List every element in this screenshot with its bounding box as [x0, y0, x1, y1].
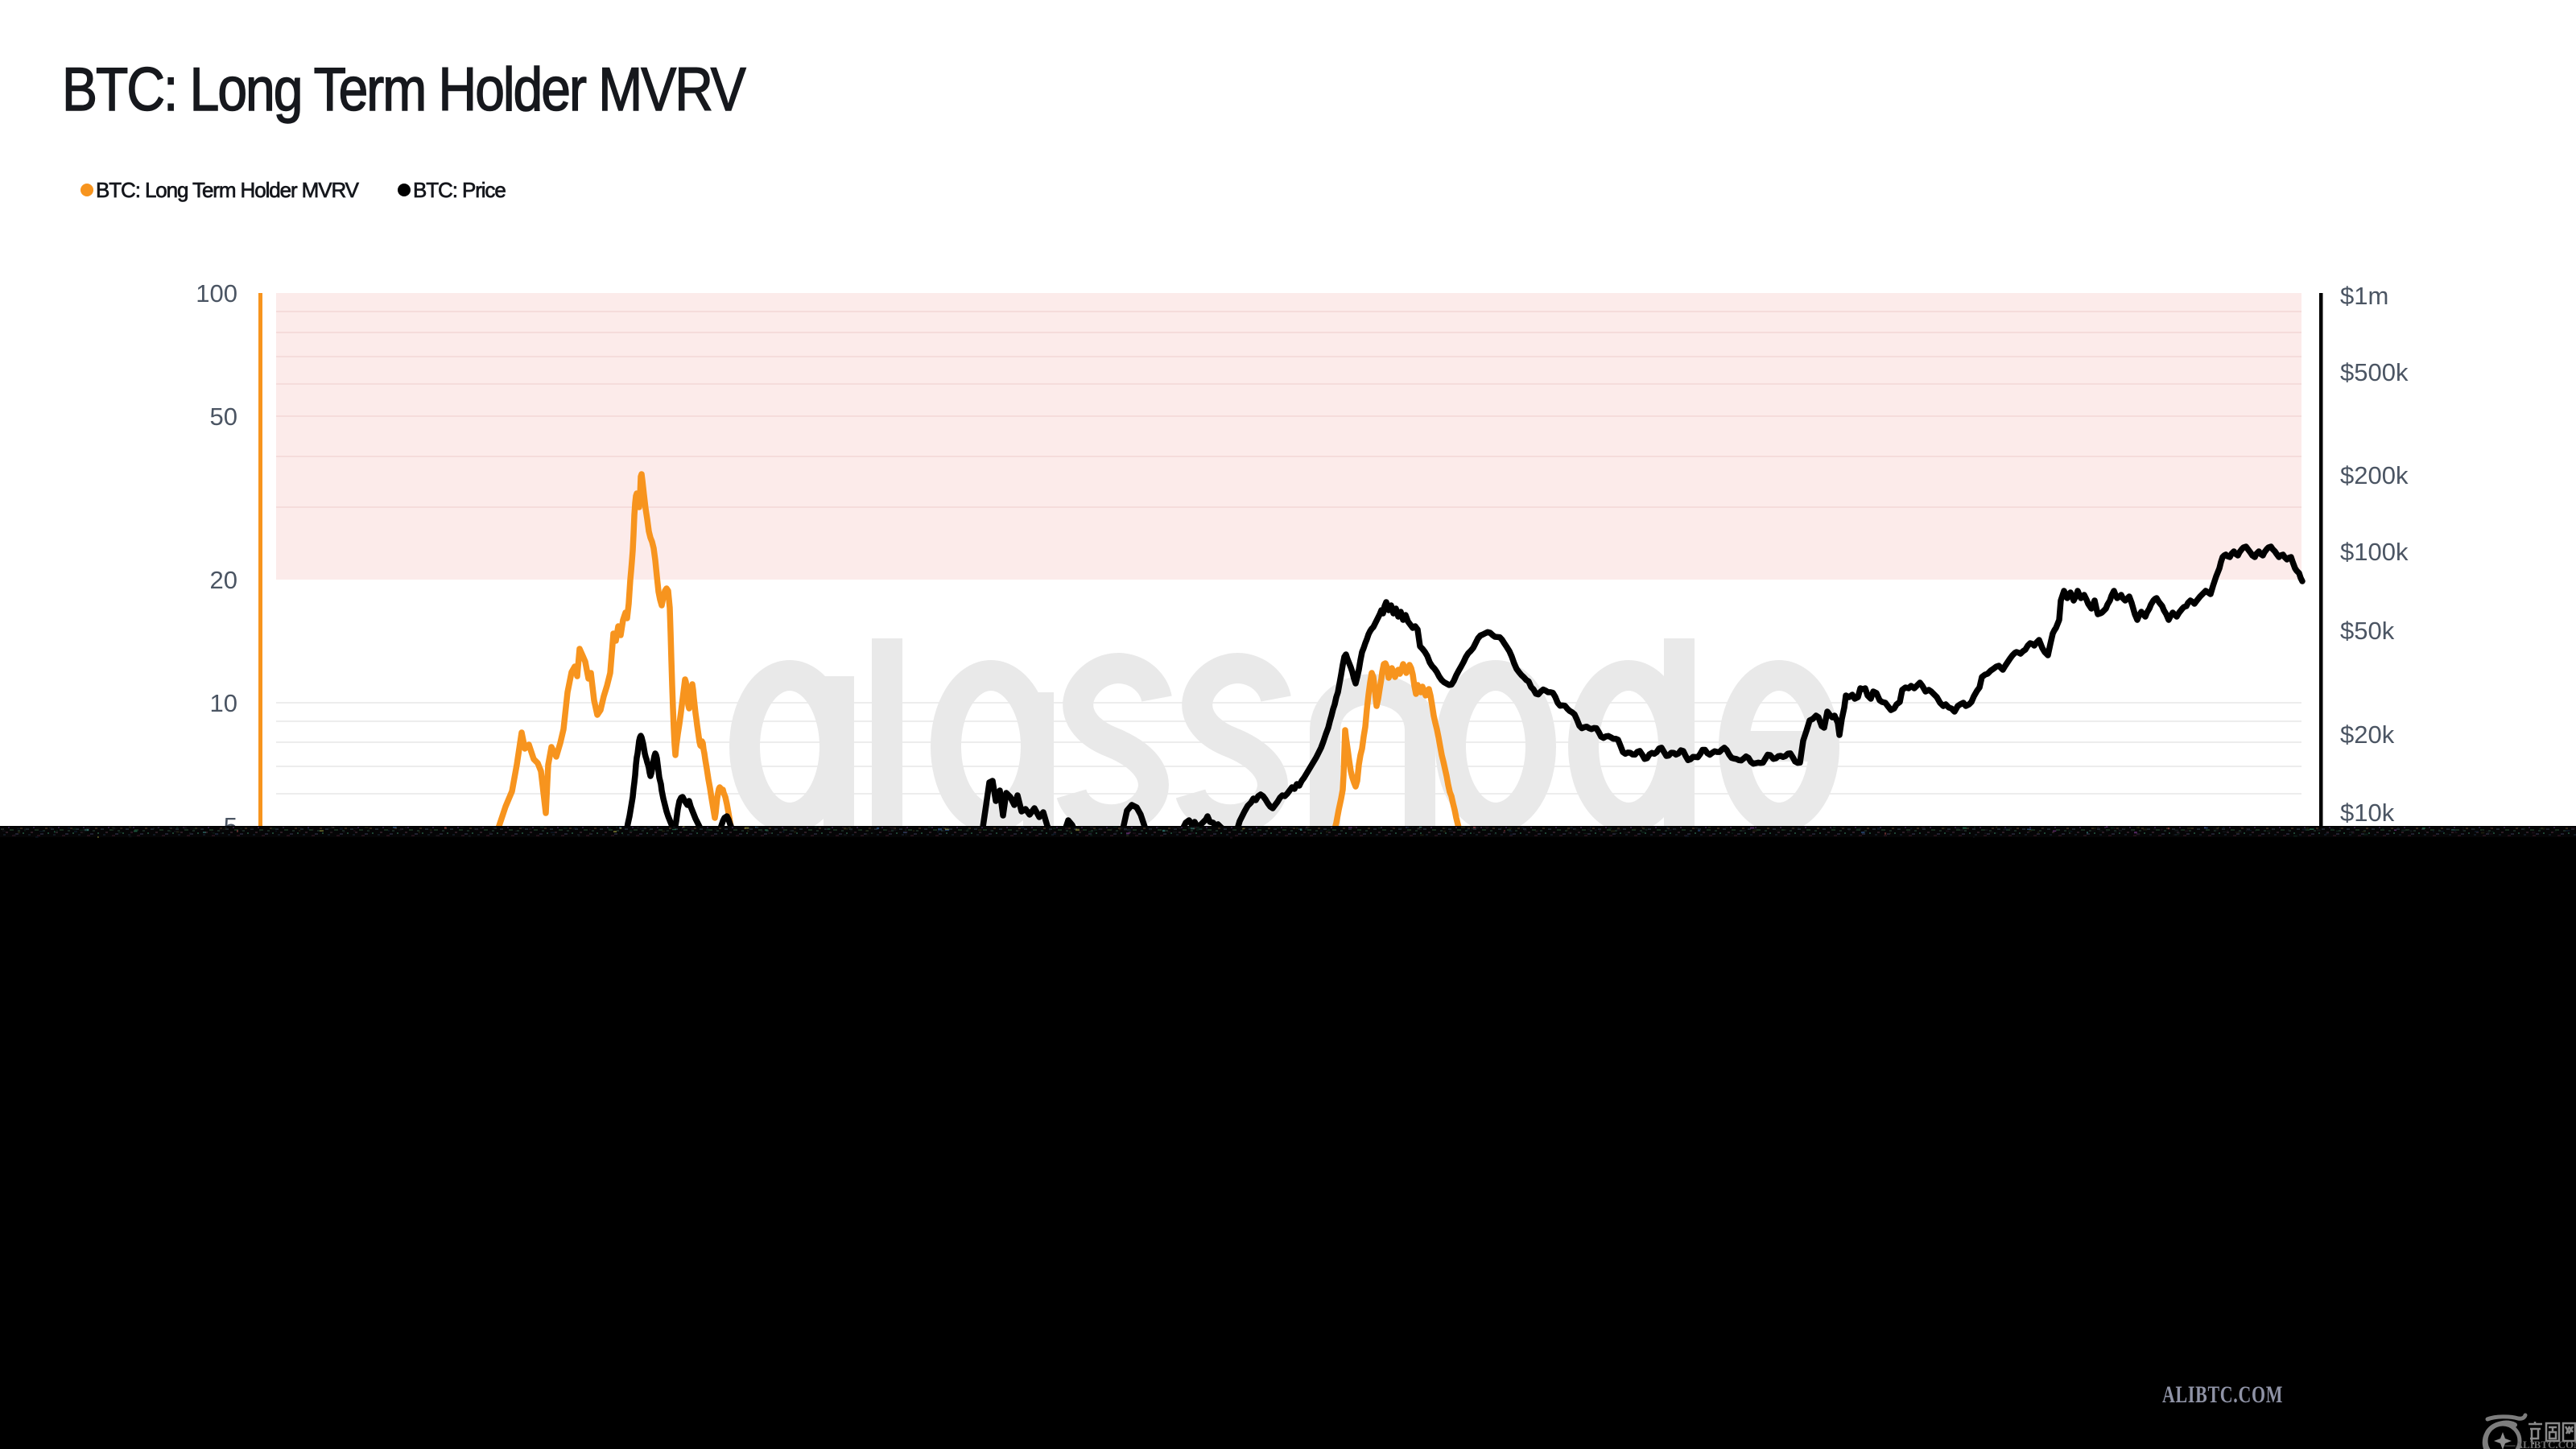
- svg-text:50: 50: [210, 402, 237, 431]
- svg-text:$20k: $20k: [2340, 720, 2395, 749]
- svg-text:BTC: Long Term Holder MVRV: BTC: Long Term Holder MVRV: [96, 178, 360, 202]
- svg-text:—ALIBTC.COM—: —ALIBTC.COM—: [2504, 1439, 2576, 1449]
- svg-text:$50k: $50k: [2340, 617, 2395, 645]
- svg-text:ALIBTC.COM: ALIBTC.COM: [2162, 1381, 2283, 1408]
- svg-text:$500k: $500k: [2340, 358, 2409, 386]
- svg-text:BTC: Price: BTC: Price: [413, 178, 506, 202]
- svg-text:$10k: $10k: [2340, 799, 2395, 827]
- svg-text:BTC: Long Term Holder MVRV: BTC: Long Term Holder MVRV: [62, 56, 746, 124]
- svg-text:$200k: $200k: [2340, 461, 2409, 489]
- svg-text:20: 20: [210, 566, 237, 594]
- svg-text:$100k: $100k: [2340, 538, 2409, 566]
- svg-text:$1m: $1m: [2340, 282, 2388, 310]
- svg-text:100: 100: [196, 279, 237, 308]
- svg-text:10: 10: [210, 689, 237, 717]
